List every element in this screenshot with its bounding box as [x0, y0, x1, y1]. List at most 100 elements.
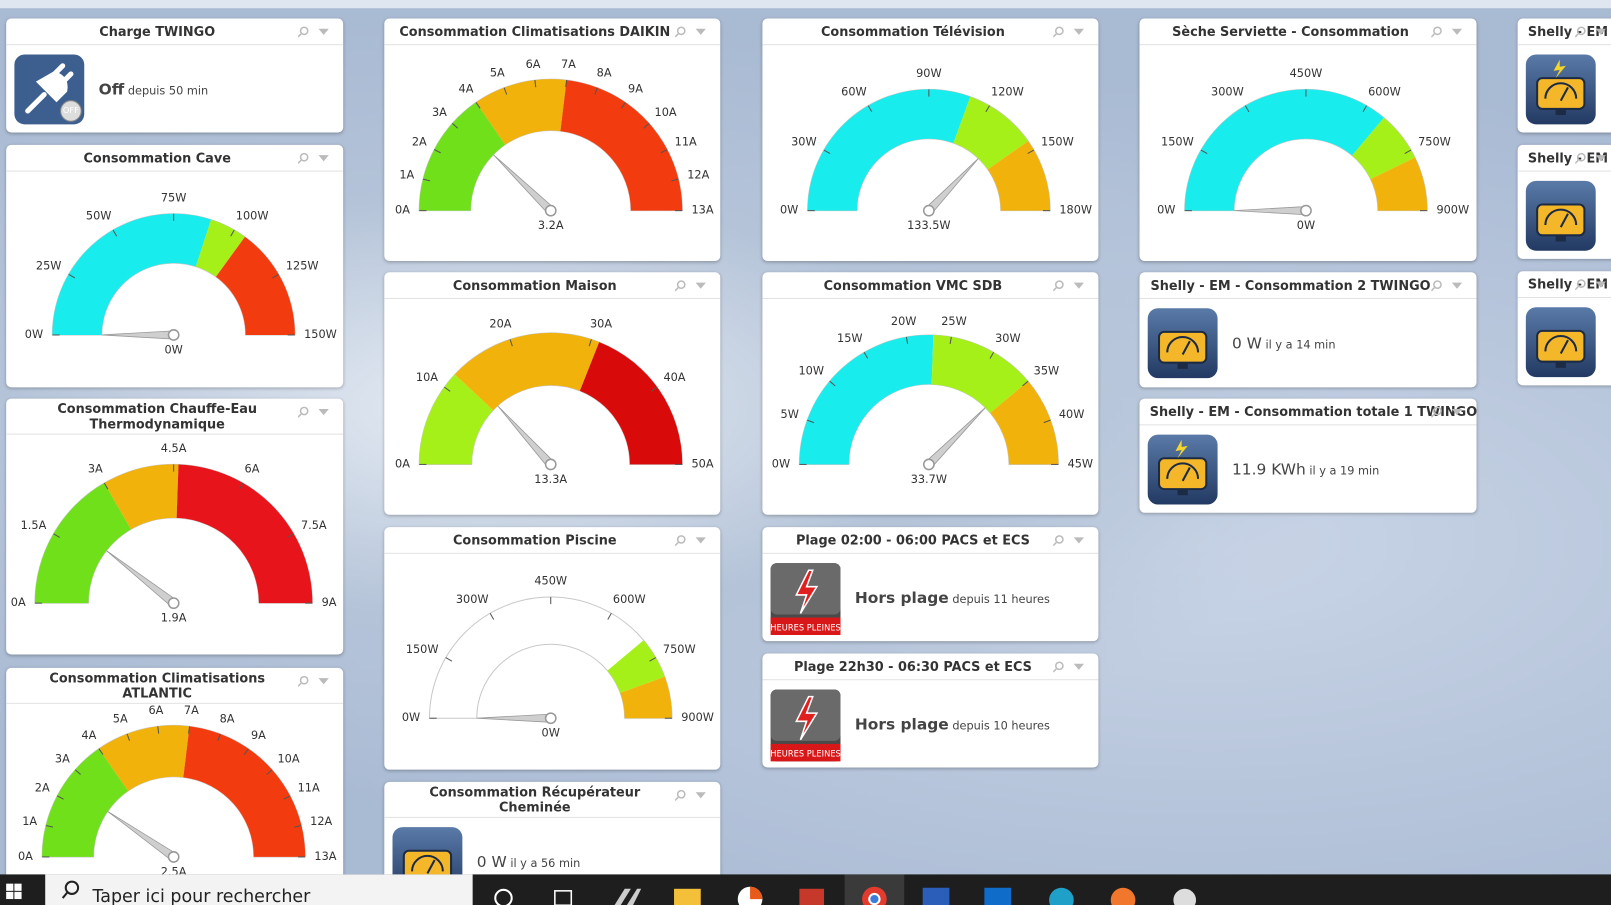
widget-title: Plage 22h30 - 06:30 PACS et ECS: [793, 658, 1032, 675]
widget-title: Consommation Maison: [452, 277, 617, 293]
status-since: il y a 56 min: [510, 856, 581, 871]
meter-icon: [1525, 54, 1596, 125]
widget: Shelly - EM - C: [1517, 18, 1611, 133]
widget-actions[interactable]: [1431, 406, 1468, 418]
widget: Consommation Télévision: [762, 18, 1099, 261]
widget-header: Shelly - EM - Consommation totale 1 TWIN…: [1139, 399, 1477, 426]
taskbar-apps: [494, 874, 1197, 905]
store[interactable]: [799, 888, 825, 905]
start-button[interactable]: [0, 874, 41, 905]
widget-header: Shelly - EM -: [1517, 271, 1611, 298]
widget-header: Charge TWINGO: [6, 18, 344, 46]
widget: Charge TWINGO OFF Off depuis 50 min: [6, 18, 344, 133]
widget-actions[interactable]: [1053, 661, 1090, 673]
widget-header: Plage 02:00 - 06:00 PACS et ECS: [762, 527, 1099, 554]
widget: Plage 22h30 - 06:30 PACS et ECS HEURES PL…: [762, 653, 1099, 768]
search-placeholder: Taper ici pour rechercher: [92, 886, 311, 905]
word[interactable]: [922, 887, 950, 905]
meter-icon: [392, 827, 463, 885]
plug-icon: OFF: [14, 54, 85, 125]
widget-actions[interactable]: [675, 789, 712, 801]
widget-title: Shelly - EM -: [1527, 150, 1611, 166]
status-since: depuis 10 heures: [952, 719, 1050, 733]
status-text: Off depuis 50 min: [99, 80, 209, 98]
status-text: 0 W il y a 56 min: [477, 853, 581, 871]
status-text: 11.9 KWh il y a 19 min: [1232, 460, 1379, 478]
outlook[interactable]: [984, 887, 1012, 905]
widget-header: Sèche Serviette - Consommation: [1139, 18, 1477, 46]
search-box[interactable]: Taper ici pour rechercher: [45, 874, 473, 905]
widget-header: Consommation Piscine: [384, 527, 721, 554]
taskbar: Taper ici pour rechercher: [0, 874, 1611, 905]
status-state: Hors plage: [854, 588, 949, 608]
widget-title: Consommation Récupérateur Cheminée: [429, 783, 641, 815]
widget-actions[interactable]: [297, 152, 335, 164]
widget-header: Shelly - EM -: [1517, 145, 1611, 172]
meter-icon: [1525, 180, 1596, 251]
widget: Shelly - EM -: [1517, 271, 1611, 386]
firefox[interactable]: [1110, 887, 1136, 905]
widget-actions[interactable]: [675, 534, 712, 547]
widget: Consommation VMC SDB: [762, 272, 1099, 515]
widget-title: Sèche Serviette - Consommation: [1172, 23, 1409, 40]
widget-title: Consommation Climatisations ATLANTIC: [49, 669, 265, 701]
widget-title: Shelly - EM - Consommation 2 TWINGO: [1150, 277, 1431, 293]
status-text: Hors plage depuis 10 heures: [855, 715, 1050, 733]
widget: Consommation Récupérateur Cheminée 0 W i…: [384, 781, 721, 885]
widget-header: Consommation Récupérateur Cheminée: [384, 782, 721, 818]
badge-label: HEURES PLEINES: [770, 622, 841, 633]
widget: Consommation Climatisations DAIKIN: [384, 18, 721, 261]
widget-title: Shelly - EM -: [1527, 276, 1611, 292]
widget-header: Consommation Chauffe-Eau Thermodynamique: [6, 399, 344, 435]
status-reading: 11.9 KWh: [1231, 460, 1306, 479]
widget-title: Consommation Climatisations DAIKIN: [399, 23, 671, 40]
widget-title: Consommation Télévision: [820, 23, 1005, 40]
explorer[interactable]: [674, 888, 701, 905]
widget-header: Consommation Cave: [6, 145, 344, 172]
widget-header: Shelly - EM - Consommation 2 TWINGO: [1139, 272, 1477, 300]
status-reading: 0 W: [1231, 333, 1262, 353]
meter-icon: [1525, 307, 1596, 378]
widget-actions[interactable]: [1431, 26, 1468, 38]
widget-actions[interactable]: [675, 279, 712, 292]
app[interactable]: [1173, 888, 1197, 905]
widget-actions[interactable]: [297, 406, 335, 418]
badge-icon: HEURES PLEINES: [770, 689, 841, 762]
widget-header: Consommation VMC SDB: [762, 272, 1099, 300]
widget-header: Consommation Maison: [384, 272, 721, 300]
svg-text:OFF: OFF: [63, 105, 79, 115]
widget: Plage 02:00 - 06:00 PACS et ECS HEURES PL…: [762, 527, 1099, 642]
status-since: depuis 50 min: [127, 84, 209, 98]
widget-actions[interactable]: [1575, 152, 1611, 164]
status-text: Hors plage depuis 11 heures: [855, 589, 1050, 607]
widget-header: Plage 22h30 - 06:30 PACS et ECS: [762, 653, 1099, 681]
widget-actions[interactable]: [1431, 279, 1468, 292]
widget-title: Consommation Cave: [83, 150, 231, 166]
widget: Consommation Cave: [6, 144, 344, 388]
widget-title: Shelly - EM - C: [1527, 23, 1611, 40]
widget-actions[interactable]: [1053, 534, 1090, 547]
widget-title: Consommation Piscine: [452, 532, 617, 548]
widget-actions[interactable]: [1575, 278, 1611, 291]
widget-title: Shelly - EM - Consommation totale 1 TWIN…: [1149, 403, 1477, 420]
app[interactable]: [614, 888, 642, 905]
top-strip: [0, 0, 1611, 9]
edge[interactable]: [1049, 887, 1074, 905]
badge-icon: HEURES PLEINES: [770, 563, 841, 635]
widget-actions[interactable]: [1053, 279, 1090, 292]
widget: Shelly - EM - Consommation totale 1 TWIN…: [1139, 398, 1477, 513]
widget-actions[interactable]: [675, 26, 712, 38]
widget: Consommation Maison: [384, 272, 721, 515]
cortana[interactable]: [494, 888, 513, 905]
widget-actions[interactable]: [1575, 26, 1611, 38]
task-view[interactable]: [554, 890, 573, 905]
widget: Shelly - EM -: [1517, 144, 1611, 259]
widget-actions[interactable]: [297, 26, 335, 38]
widget-title: Consommation Chauffe-Eau Thermodynamique: [57, 400, 258, 432]
widget-actions[interactable]: [297, 675, 335, 687]
status-since: il y a 14 min: [1265, 338, 1336, 352]
widget-actions[interactable]: [1053, 26, 1090, 38]
widget: Consommation Chauffe-Eau Thermodynamique: [6, 398, 344, 655]
status-state: Hors plage: [854, 715, 949, 734]
